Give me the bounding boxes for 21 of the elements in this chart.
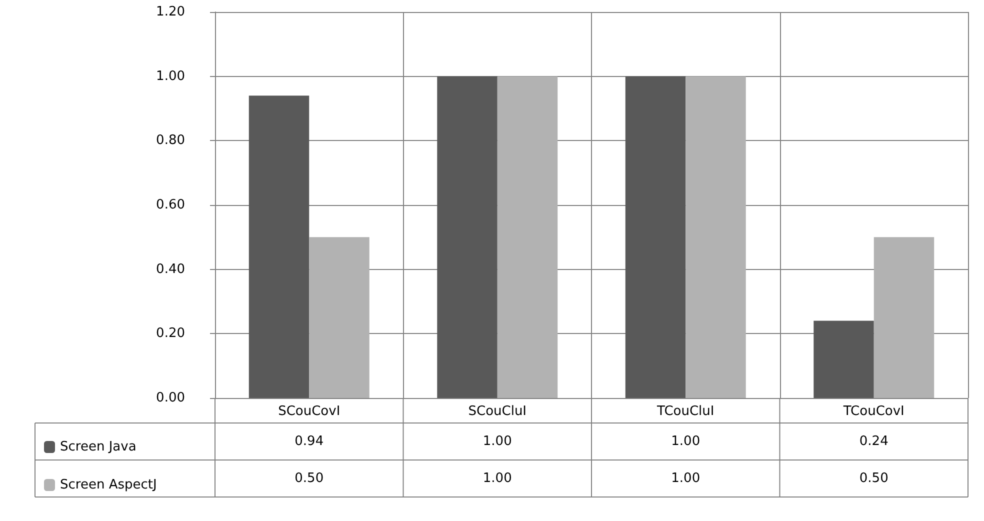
data-label: 1.00 [671,434,700,449]
data-label: 0.50 [859,471,888,486]
data-label: 1.00 [482,434,512,449]
x-tick-label: SCouCluI [468,404,527,419]
data-label: 0.94 [294,434,324,449]
y-tick-label: 0.80 [156,133,185,148]
legend-label: Screen Java [60,440,136,454]
data-label: 1.00 [671,471,700,486]
x-tick-label: SCouCovI [278,404,340,419]
y-tick-label: 1.00 [156,68,185,84]
data-label: 1.00 [482,471,512,486]
y-tick-label: 0.20 [156,326,185,342]
y-tick-label: 0.40 [156,262,185,277]
x-tick-label: TCouCluI [656,404,714,419]
y-tick-label: 1.20 [156,4,185,20]
legend-label: Screen AspectJ [60,478,157,492]
y-tick-label: 0.00 [156,390,185,406]
y-tick-label: 0.60 [156,198,185,212]
x-tick-label: TCouCovI [842,404,904,419]
data-label: 0.24 [859,434,888,449]
data-label: 0.50 [294,471,324,486]
